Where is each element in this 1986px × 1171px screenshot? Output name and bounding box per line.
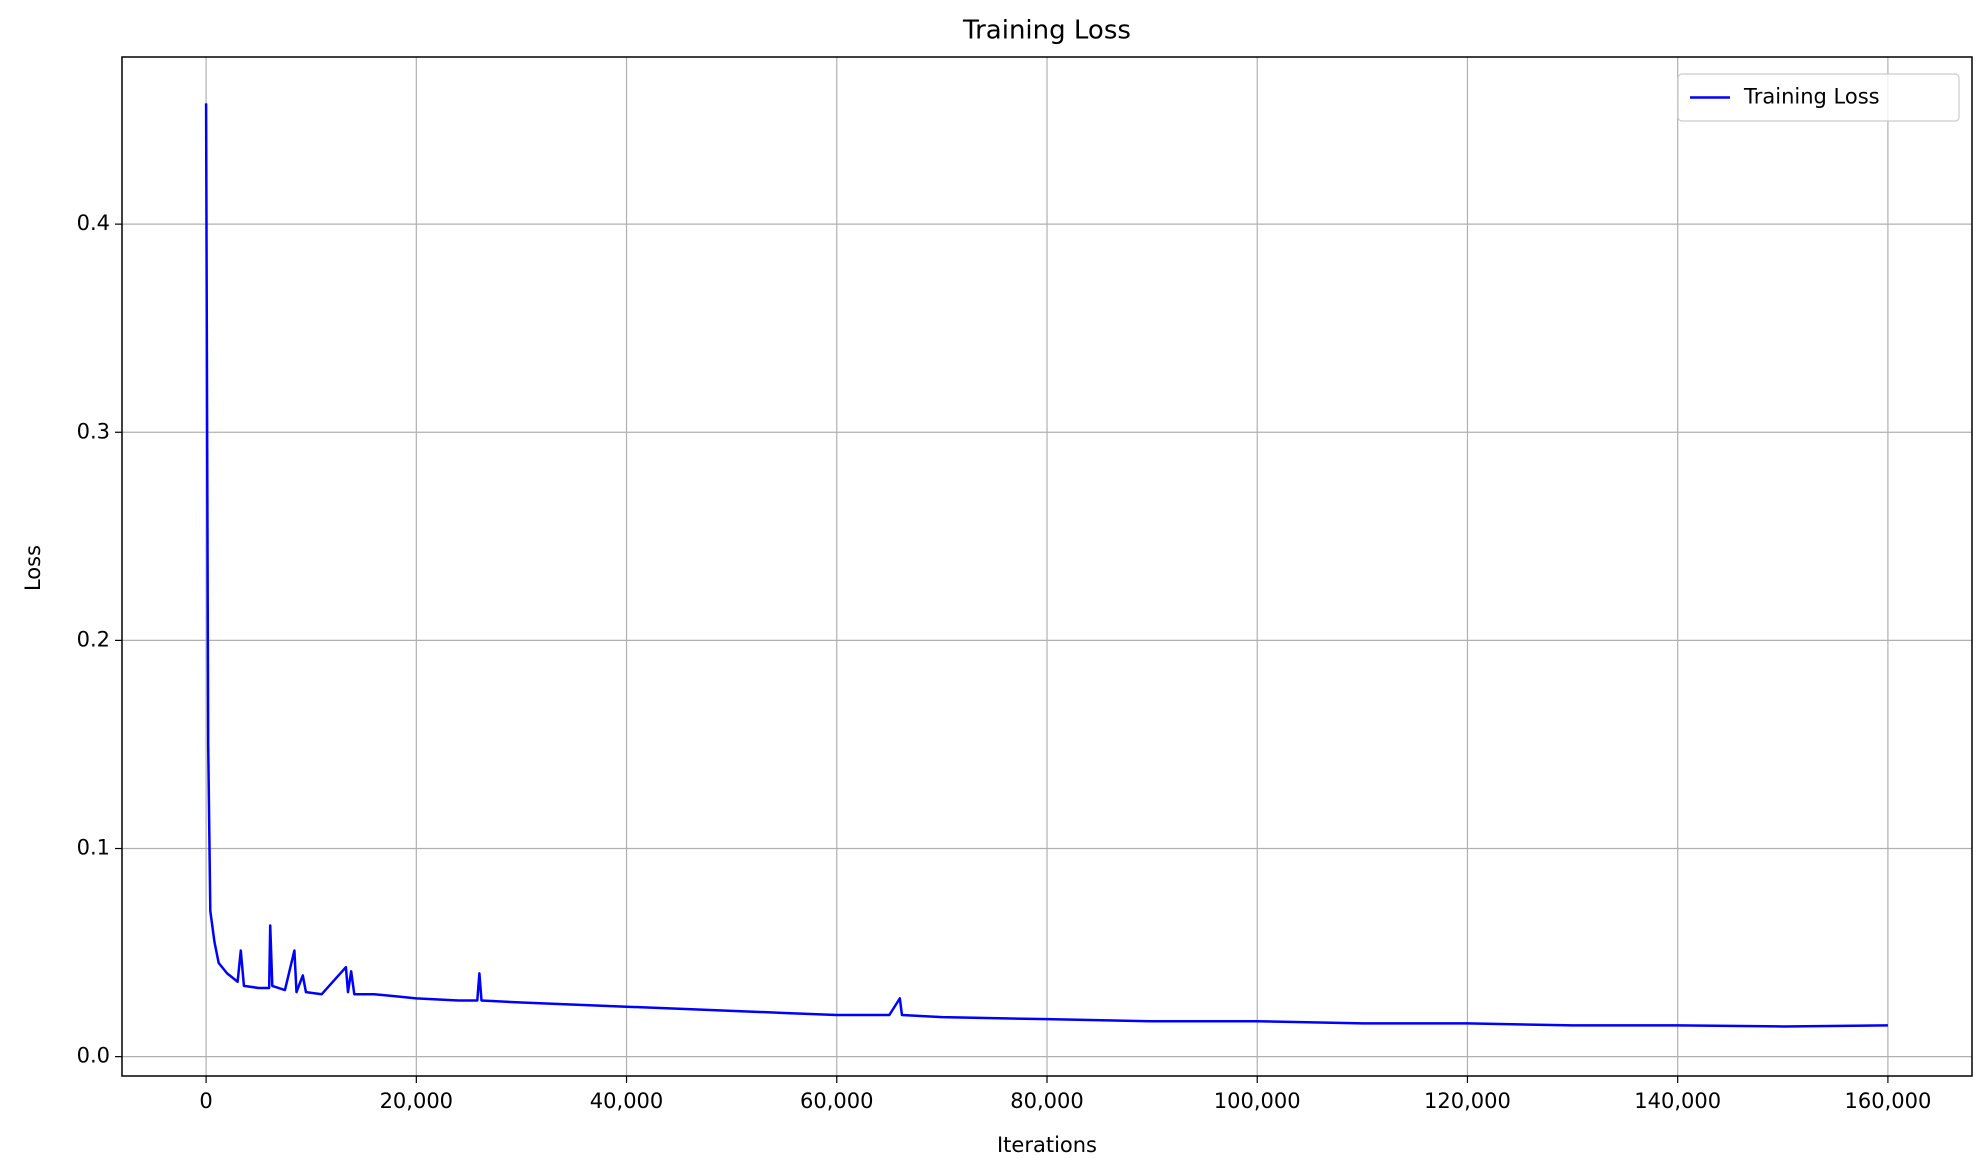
y-tick-label: 0.0 <box>77 1044 110 1068</box>
x-tick-label: 100,000 <box>1214 1089 1301 1113</box>
x-tick-label: 120,000 <box>1424 1089 1511 1113</box>
chart-title: Training Loss <box>962 16 1131 46</box>
y-tick-label: 0.4 <box>77 211 110 235</box>
x-axis-label: Iterations <box>997 1133 1097 1157</box>
y-tick-label: 0.3 <box>77 419 110 443</box>
y-tick-label: 0.2 <box>77 627 110 651</box>
x-tick-label: 140,000 <box>1634 1089 1721 1113</box>
plot-frame <box>121 56 1973 1077</box>
x-tick-label: 60,000 <box>800 1089 873 1113</box>
y-tick-label: 0.1 <box>77 836 110 860</box>
x-tick-label: 0 <box>199 1089 212 1113</box>
line-series <box>204 103 1888 1028</box>
x-tick-label: 160,000 <box>1844 1089 1931 1113</box>
legend-box <box>1677 73 1960 122</box>
legend-label: Training Loss <box>1743 85 1880 109</box>
x-tick-label: 20,000 <box>380 1089 453 1113</box>
y-axis-label: Loss <box>21 545 45 591</box>
x-tick-label: 80,000 <box>1010 1089 1083 1113</box>
x-tick-label: 40,000 <box>590 1089 663 1113</box>
